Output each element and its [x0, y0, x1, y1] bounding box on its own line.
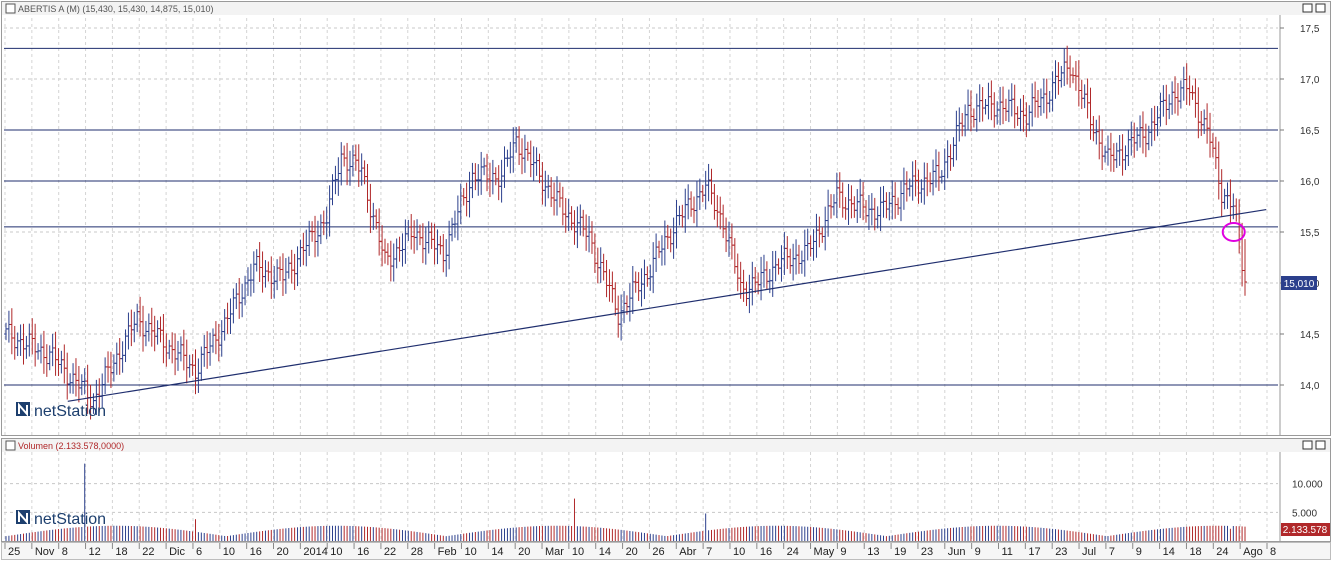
price-panel-title: ABERTIS A (M) (15,430, 15,430, 14,875, 1… — [18, 4, 213, 14]
date-tick-label: 6 — [196, 546, 202, 558]
svg-text:netStation: netStation — [34, 511, 106, 528]
date-tick-label: 2014 — [303, 546, 327, 558]
date-tick-label: 24 — [787, 546, 799, 558]
date-tick-label: Ago — [1243, 546, 1263, 558]
svg-text:netStation: netStation — [34, 403, 106, 420]
highlight-circle — [1221, 222, 1246, 242]
date-tick-label: 16 — [357, 546, 369, 558]
volume-tick-label: 5.000 — [1292, 508, 1317, 519]
volume-panel-titlebar — [2, 439, 1330, 452]
date-tick-label: 18 — [1189, 546, 1201, 558]
date-tick-label: Feb — [438, 546, 457, 558]
price-tick-label: 16,5 — [1300, 126, 1320, 137]
date-tick-label: 24 — [1216, 546, 1228, 558]
date-tick-label: May — [814, 546, 835, 558]
ohlc-bars — [4, 45, 1247, 420]
date-tick-label: 20 — [626, 546, 638, 558]
trend-layer — [67, 208, 1267, 402]
date-tick-label: 13 — [867, 546, 879, 558]
date-tick-label: 10 — [464, 546, 476, 558]
price-tick-label: 17,5 — [1300, 24, 1320, 35]
price-panel-close-icon[interactable] — [1315, 3, 1326, 13]
date-tick-label: 14 — [491, 546, 503, 558]
price-panel-maximize-icon[interactable] — [1302, 3, 1313, 13]
date-tick-label: 14 — [599, 546, 611, 558]
date-tick-label: 10 — [572, 546, 584, 558]
volume-last-badge: 2.133.578 — [1281, 523, 1330, 536]
volume-menu-icon[interactable] — [5, 440, 16, 451]
price-tick-label: 16,0 — [1300, 177, 1320, 188]
date-tick-label: Jul — [1082, 546, 1096, 558]
date-tick-label: 9 — [1136, 546, 1142, 558]
support-resistance-levels — [4, 47, 1278, 386]
volume-bars — [5, 463, 1246, 541]
date-tick-label: 11 — [1001, 546, 1012, 558]
date-tick-label: 20 — [518, 546, 530, 558]
date-tick-label: 16 — [760, 546, 772, 558]
panel-menu-icon[interactable] — [5, 3, 16, 14]
date-tick-label: 18 — [115, 546, 127, 558]
netstation-logo-volume: netStation — [16, 510, 106, 528]
date-tick-label: 10 — [223, 546, 235, 558]
price-tick-label: 17,0 — [1300, 75, 1320, 86]
date-tick-label: 8 — [62, 546, 68, 558]
date-tick-label: Mar — [545, 546, 564, 558]
x-axis-labels: 25 Nov 8 12 18 22 Dic 6 10 16 20 2014 10 16 22 28 Feb 10 1… — [4, 543, 1276, 558]
price-tick-label: 14,0 — [1300, 381, 1320, 392]
date-tick-label: 9 — [975, 546, 981, 558]
price-tick-label: 15,5 — [1300, 228, 1320, 239]
date-tick-label: 17 — [1028, 546, 1040, 558]
date-tick-label: 22 — [142, 546, 154, 558]
date-tick-label: 25 — [8, 546, 20, 558]
volume-panel-border — [1, 438, 1331, 542]
date-tick-label: 28 — [411, 546, 423, 558]
date-tick-label: 20 — [277, 546, 289, 558]
date-tick-label: 23 — [921, 546, 933, 558]
date-tick-label: 10 — [330, 546, 342, 558]
volume-panel-title: Volumen (2.133.578,0000) — [18, 441, 124, 451]
date-tick-label: 12 — [89, 546, 101, 558]
date-tick-label: Dic — [169, 546, 185, 558]
date-tick-label: 16 — [250, 546, 262, 558]
price-panel-titlebar — [2, 2, 1330, 15]
date-tick-label: Abr — [679, 546, 696, 558]
date-tick-label: 19 — [894, 546, 906, 558]
volume-tick-label: 10.000 — [1292, 480, 1323, 491]
date-tick-label: 8 — [1270, 546, 1276, 558]
date-tick-label: 26 — [652, 546, 664, 558]
date-tick-label: 10 — [733, 546, 745, 558]
price-last-badge: 15,010 — [1281, 276, 1317, 290]
svg-text:15,010: 15,010 — [1284, 279, 1315, 290]
date-tick-label: Nov — [35, 546, 55, 558]
date-tick-label: 7 — [706, 546, 712, 558]
price-panel-border — [1, 1, 1331, 436]
date-tick-label: Jun — [948, 546, 966, 558]
volume-panel-close-icon[interactable] — [1315, 440, 1326, 450]
svg-text:2.133.578: 2.133.578 — [1283, 525, 1328, 536]
date-tick-label: 23 — [1055, 546, 1067, 558]
date-tick-label: 7 — [1109, 546, 1115, 558]
price-tick-label: 14,5 — [1300, 330, 1320, 341]
trend-line — [67, 208, 1267, 402]
date-tick-label: 14 — [1163, 546, 1175, 558]
date-tick-label: 9 — [840, 546, 846, 558]
netstation-logo: netStation — [16, 402, 106, 420]
date-tick-label: 22 — [384, 546, 396, 558]
volume-panel-maximize-icon[interactable] — [1302, 440, 1313, 450]
